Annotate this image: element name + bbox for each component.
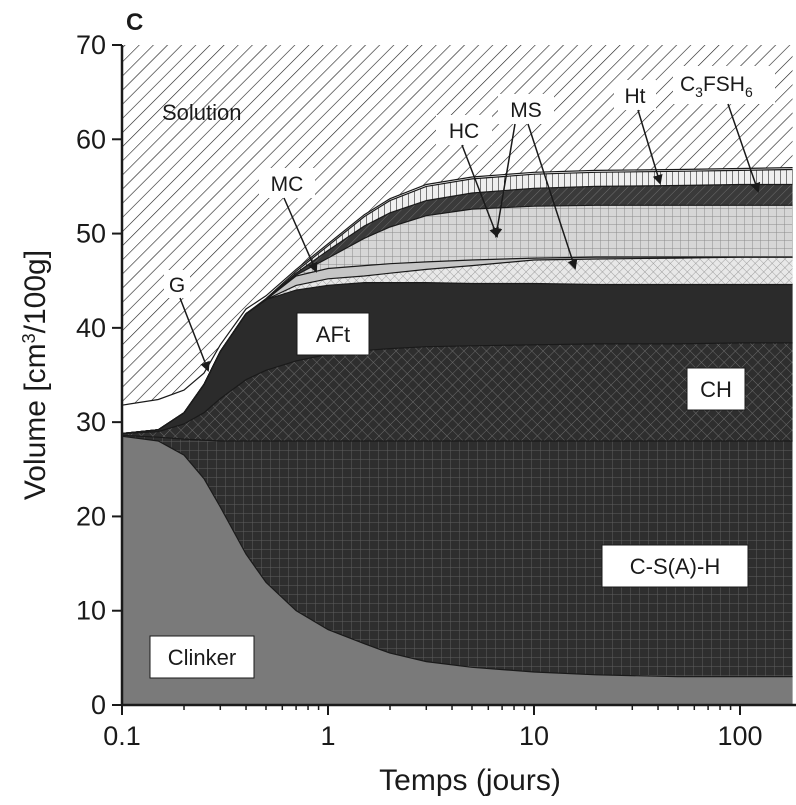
arrow-mc: [283, 197, 318, 273]
boundary-lines: [121, 167, 793, 678]
panel-letter: C: [126, 9, 143, 36]
arrow-ht: [637, 109, 663, 185]
y-ticks: 0 10 20 30 40 50 60 70: [76, 30, 122, 720]
label-csah: C-S(A)-H: [630, 554, 720, 579]
area-aft: [122, 282, 793, 434]
label-box-mc: [259, 168, 315, 198]
label-box-g: [164, 270, 190, 298]
area-mc: [122, 257, 793, 434]
area-layers: [122, 45, 793, 705]
annotation-arrows: [179, 103, 761, 372]
arrow-ms-1: [492, 123, 516, 238]
boundary-clinker-top: [121, 435, 793, 678]
x-tick-label: 0.1: [103, 721, 141, 751]
y-tick-label: 10: [76, 596, 106, 626]
label-clinker: Clinker: [168, 645, 236, 670]
y-tick-label: 0: [91, 690, 106, 720]
label-aft: AFt: [316, 322, 350, 347]
axes: 0 10 20 30 40 50 60 70 0.1 1 10 100: [76, 30, 796, 751]
y-tick-label: 50: [76, 219, 106, 249]
label-mc: MC: [271, 173, 304, 196]
label-box-ms: [498, 94, 554, 124]
label-ms: MS: [510, 99, 542, 122]
label-box-hc: [436, 115, 492, 145]
label-box-ch: [686, 367, 746, 411]
x-tick-label: 1: [320, 721, 335, 751]
label-box-csah: [601, 544, 749, 588]
label-ch: CH: [700, 377, 732, 402]
y-tick-label: 20: [76, 501, 106, 531]
label-box-aft: [296, 312, 370, 356]
label-box-c3fsh6: [673, 66, 775, 104]
boundary-csah-top: [121, 434, 793, 442]
area-solution: [122, 45, 793, 406]
label-c3fsh6: C3FSH6: [680, 73, 753, 100]
label-hc: HC: [449, 120, 479, 143]
y-tick-label: 70: [76, 30, 106, 60]
boundary-c3fsh6-top: [121, 168, 793, 435]
label-box-ht: [614, 80, 656, 110]
y-tick-label: 30: [76, 407, 106, 437]
x-tick-label: 100: [717, 721, 762, 751]
y-tick-label: 60: [76, 124, 106, 154]
label-box-clinker: [149, 635, 255, 679]
arrow-ms-2: [527, 123, 578, 270]
arrow-c3fsh6: [727, 103, 761, 193]
y-axis-title: Volume [cm3/100g]: [19, 250, 52, 500]
x-ticks: 0.1 1 10 100: [103, 705, 763, 751]
label-g: G: [169, 274, 185, 297]
arrow-hc: [461, 144, 499, 238]
area-clinker: [122, 436, 793, 705]
area-c-s-a-h: [122, 435, 793, 677]
x-tick-label: 10: [519, 721, 549, 751]
area-ch: [122, 342, 793, 441]
arrow-g: [179, 297, 210, 372]
label-ht: Ht: [625, 85, 646, 108]
y-tick-label: 40: [76, 313, 106, 343]
boundary-gypsum-top: [121, 167, 793, 406]
x-axis-title: Temps (jours): [379, 764, 561, 797]
area-hc: [122, 205, 793, 434]
label-solution: Solution: [162, 100, 242, 125]
